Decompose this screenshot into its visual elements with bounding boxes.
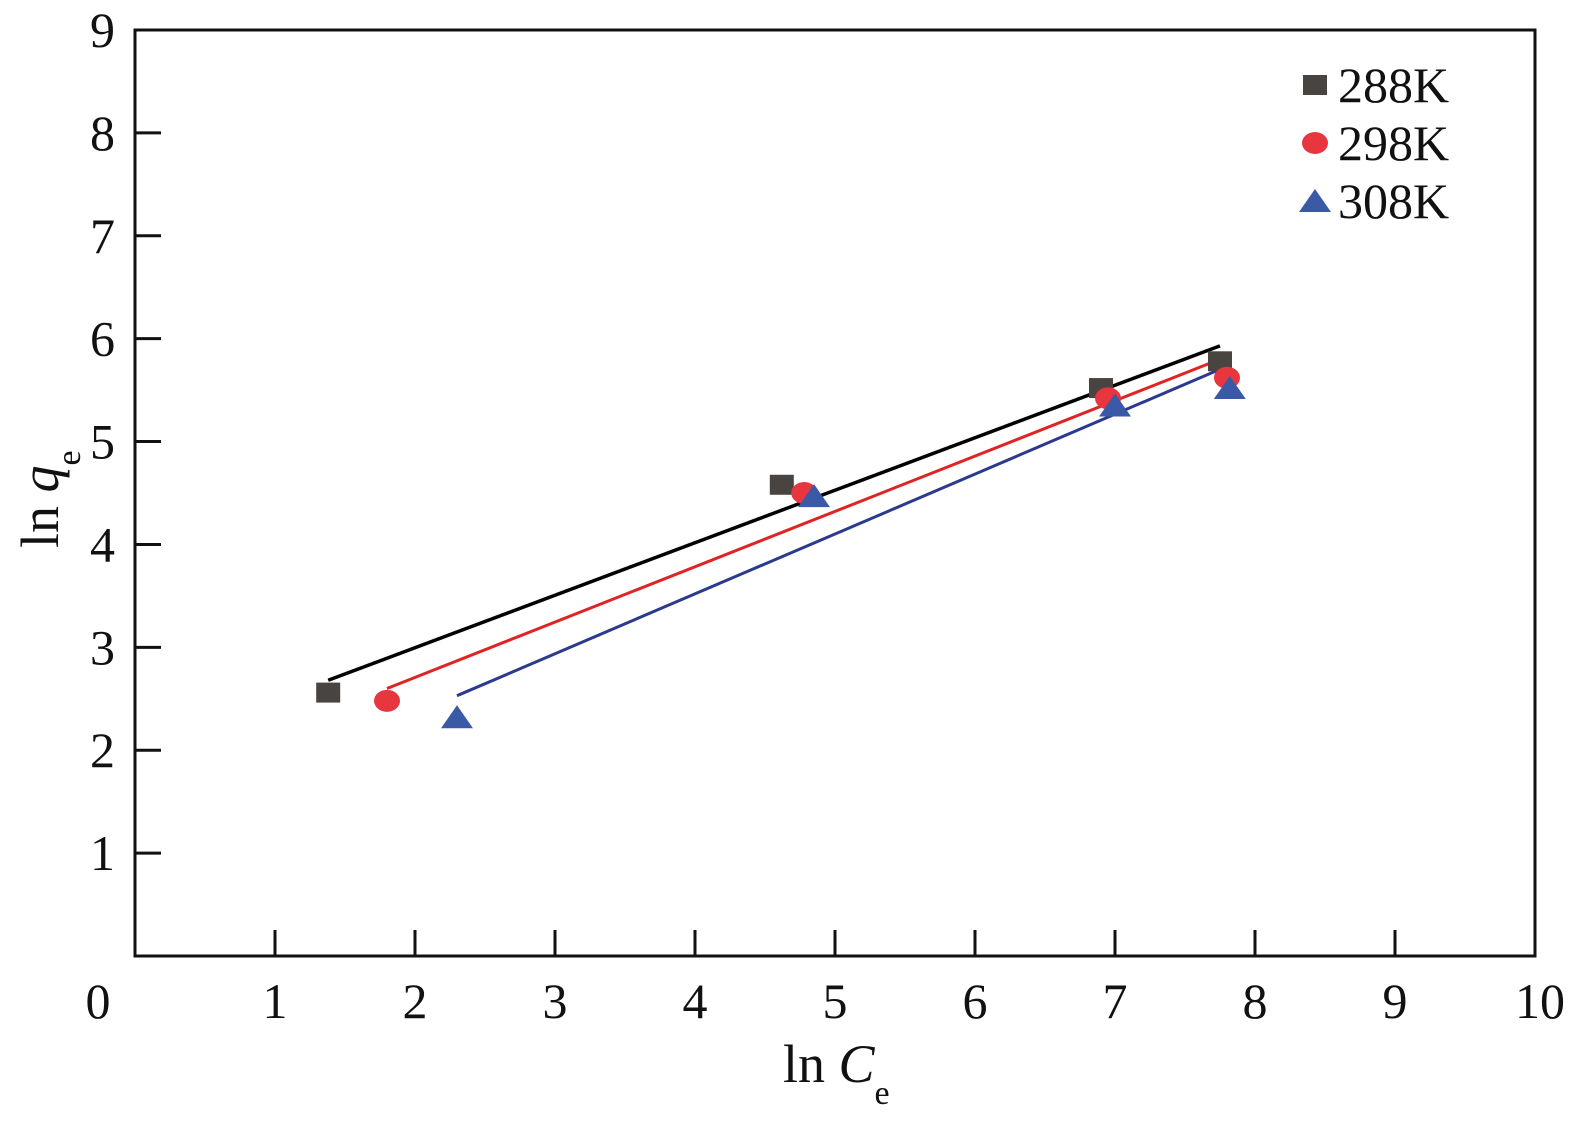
y-axis-label-prefix: ln (10, 492, 70, 548)
x-tick-label-7: 7 (1103, 973, 1128, 1029)
plot-frame (133, 28, 1537, 958)
x-tick-label-2: 2 (403, 973, 428, 1029)
legend-label-298K: 298K (1338, 115, 1449, 171)
x-tick-label-0: 0 (86, 973, 111, 1029)
x-axis-label-var: C (839, 1034, 876, 1094)
x-axis-label: ln Ce (783, 1034, 890, 1112)
y-axis-label: ln qe (10, 450, 88, 548)
y-tick-label-5: 5 (90, 414, 115, 470)
x-tick-label-6: 6 (963, 973, 988, 1029)
x-axis-label-sub: e (875, 1075, 890, 1112)
fit-lines (327, 344, 1225, 698)
ticks: 0 1 2 3 4 5 6 7 8 9 10 1 2 3 4 5 6 7 8 9 (86, 2, 1566, 1029)
fit-line-288K (327, 344, 1221, 682)
y-tick-label-1: 1 (90, 825, 115, 881)
point-308K-2 (798, 484, 830, 508)
point-308K-4 (1213, 376, 1246, 400)
point-288K-1 (316, 682, 341, 703)
fit-line-298K (386, 357, 1221, 690)
point-288K-4 (1208, 351, 1232, 372)
x-axis-label-prefix: ln (783, 1034, 839, 1094)
x-tick-label-10: 10 (1515, 973, 1565, 1029)
x-tick-label-3: 3 (543, 973, 568, 1029)
legend-marker-298K (1302, 132, 1328, 154)
x-tick-label-8: 8 (1243, 973, 1268, 1029)
point-288K-2 (769, 474, 794, 495)
point-298K-1 (374, 689, 400, 712)
y-tick-label-8: 8 (90, 105, 115, 161)
point-308K-1 (441, 705, 473, 729)
y-axis-label-sub: e (51, 450, 88, 465)
legend-marker-308K (1299, 189, 1331, 212)
data-markers (316, 351, 1246, 729)
y-tick-label-7: 7 (90, 208, 115, 264)
legend-label-288K: 288K (1338, 57, 1449, 113)
legend-label-308K: 308K (1338, 173, 1449, 229)
fit-line-308K (456, 366, 1225, 698)
x-tick-label-9: 9 (1383, 973, 1408, 1029)
y-tick-label-6: 6 (90, 311, 115, 367)
y-tick-label-4: 4 (90, 516, 115, 572)
point-308K-3 (1099, 393, 1131, 417)
legend-marker-288K (1303, 75, 1327, 95)
x-tick-label-4: 4 (683, 973, 708, 1029)
y-tick-label-3: 3 (90, 619, 115, 675)
x-tick-label-5: 5 (823, 973, 848, 1029)
x-tick-label-1: 1 (263, 973, 288, 1029)
y-tick-label-2: 2 (90, 722, 115, 778)
y-axis-label-var: q (10, 465, 70, 492)
y-tick-label-9: 9 (90, 2, 115, 58)
